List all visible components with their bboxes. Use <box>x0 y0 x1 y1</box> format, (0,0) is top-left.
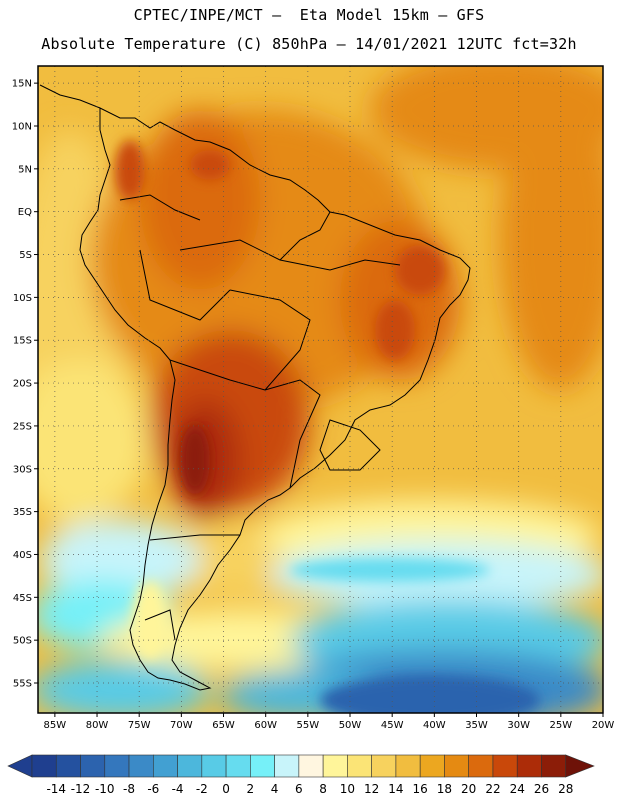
colorbar-swatch <box>225 754 251 778</box>
colorbar-label: 20 <box>461 782 476 796</box>
lat-label: 10N <box>12 121 32 132</box>
title-line-1: CPTEC/INPE/MCT – Eta Model 15km – GFS <box>133 6 485 24</box>
colorbar-label: 16 <box>413 782 428 796</box>
lat-label: 35S <box>13 507 32 518</box>
lat-label: 15S <box>13 336 32 347</box>
colorbar-label: 2 <box>247 782 255 796</box>
colorbar-swatch <box>128 754 154 778</box>
lon-label: 30W <box>507 720 530 731</box>
colorbar-label: 4 <box>271 782 279 796</box>
colorbar-label: 18 <box>437 782 452 796</box>
colorbar-swatch <box>516 754 542 778</box>
lon-label: 70W <box>170 720 193 731</box>
latitude-labels: 15N 10N 5N EQ 5S 10S 15S 20S 25S 30S 35S 40S 45S 50S 5… <box>12 79 38 690</box>
lat-label: 55S <box>13 679 32 690</box>
colorbar-swatch <box>31 754 57 778</box>
colorbar-swatch <box>201 754 227 778</box>
lon-label: 45W <box>381 720 404 731</box>
lat-label: 25S <box>13 421 32 432</box>
colorbar-label: 28 <box>558 782 573 796</box>
lon-label: 20W <box>592 720 615 731</box>
lat-label: 20S <box>13 379 32 390</box>
lon-label: 25W <box>550 720 573 731</box>
colorbar-label: -6 <box>147 782 159 796</box>
colorbar-swatch <box>371 754 397 778</box>
colorbar-label: 0 <box>222 782 230 796</box>
lon-label: 80W <box>86 720 109 731</box>
lon-label: 50W <box>339 720 362 731</box>
lon-label: 65W <box>212 720 235 731</box>
lat-label: 45S <box>13 593 32 604</box>
map-frame <box>37 65 604 714</box>
lon-label: 75W <box>128 720 151 731</box>
colorbar-label: -2 <box>196 782 208 796</box>
colorbar-label: 24 <box>510 782 525 796</box>
colorbar-swatch <box>347 754 372 778</box>
colorbar-label: -14 <box>46 782 66 796</box>
lon-label: 35W <box>465 720 488 731</box>
colorbar-swatch <box>177 754 203 778</box>
colorbar-swatch <box>468 754 494 778</box>
longitude-labels: 85W 80W 75W 70W 65W 60W 55W 50W 45W 40W 35W 30W 25W 2… <box>44 713 615 731</box>
lat-label: 5N <box>18 164 32 175</box>
colorbar-label: 12 <box>364 782 379 796</box>
colorbar-label: -12 <box>71 782 91 796</box>
colorbar-label: 6 <box>295 782 303 796</box>
lat-label: 40S <box>13 550 32 561</box>
colorbar-swatch <box>250 754 275 778</box>
colorbar-swatch <box>541 754 567 778</box>
colorbar-swatch <box>55 754 81 778</box>
lat-label: 30S <box>13 464 32 475</box>
lon-label: 55W <box>297 720 320 731</box>
colorbar-swatch <box>80 754 106 778</box>
temperature-field <box>38 66 603 713</box>
colorbar-label: 14 <box>388 782 403 796</box>
lat-label: 50S <box>13 636 32 647</box>
colorbar-label: -4 <box>172 782 184 796</box>
colorbar-swatch <box>419 754 445 778</box>
colorbar-swatch <box>492 754 518 778</box>
colorbar-swatch <box>444 754 469 778</box>
colorbar-min-arrow <box>7 754 33 778</box>
colorbar-swatch <box>322 754 348 778</box>
colorbar-label: 26 <box>534 782 549 796</box>
colorbar-label: 8 <box>319 782 327 796</box>
lat-label: 5S <box>19 250 32 261</box>
colorbar-swatch <box>298 754 324 778</box>
colorbar-label: -8 <box>123 782 135 796</box>
colorbar: -14 -12 -10 -8 -6 -4 -2 0 2 4 6 8 10 12 14 16 18 20 22 24 26… <box>7 754 595 796</box>
lon-label: 85W <box>44 720 67 731</box>
colorbar-label: -10 <box>95 782 115 796</box>
colorbar-swatch <box>153 754 178 778</box>
colorbar-swatch <box>274 754 300 778</box>
lat-label: 10S <box>13 293 32 304</box>
colorbar-swatch <box>395 754 421 778</box>
lon-label: 40W <box>423 720 446 731</box>
colorbar-label: 22 <box>485 782 500 796</box>
title-line-2: Absolute Temperature (C) 850hPa – 14/01/… <box>41 35 577 53</box>
colorbar-swatch <box>104 754 130 778</box>
map-grid <box>38 66 604 713</box>
colorbar-label: 10 <box>340 782 355 796</box>
lon-label: 60W <box>254 720 277 731</box>
lat-label: EQ <box>18 207 32 218</box>
lat-label: 15N <box>12 79 32 90</box>
colorbar-max-arrow <box>565 754 595 778</box>
